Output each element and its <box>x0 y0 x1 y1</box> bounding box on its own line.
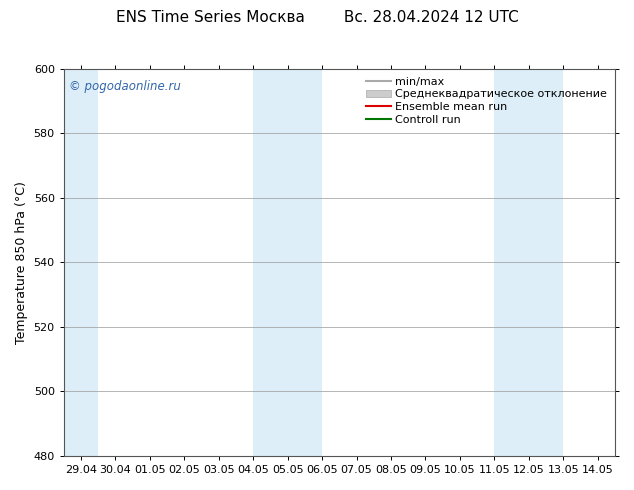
Bar <box>253 69 322 456</box>
Bar <box>495 69 563 456</box>
Legend: min/max, Среднеквадратическое отклонение, Ensemble mean run, Controll run: min/max, Среднеквадратическое отклонение… <box>364 74 609 127</box>
Text: © pogodaonline.ru: © pogodaonline.ru <box>69 80 181 94</box>
Text: ENS Time Series Москва        Вс. 28.04.2024 12 UTC: ENS Time Series Москва Вс. 28.04.2024 12… <box>115 10 519 25</box>
Bar <box>64 69 98 456</box>
Y-axis label: Temperature 850 hPa (°C): Temperature 850 hPa (°C) <box>15 181 28 344</box>
